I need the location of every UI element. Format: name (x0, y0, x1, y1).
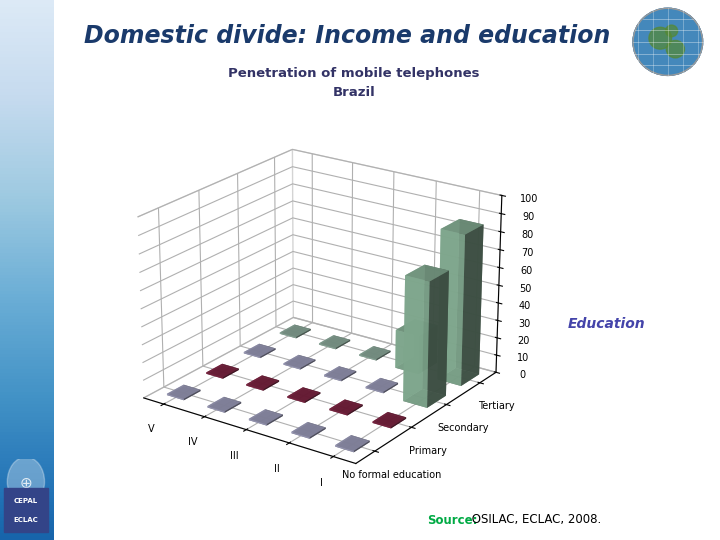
Circle shape (633, 8, 703, 76)
Text: Income quintiles: Income quintiles (174, 477, 303, 491)
Text: Domestic divide: Income and education: Domestic divide: Income and education (84, 24, 611, 48)
Text: Education: Education (568, 317, 646, 331)
Circle shape (633, 8, 703, 76)
Text: CEPAL: CEPAL (14, 497, 38, 504)
Text: ⊕: ⊕ (19, 476, 32, 491)
Text: Penetration of mobile telephones: Penetration of mobile telephones (228, 68, 480, 80)
Circle shape (666, 40, 685, 58)
Circle shape (7, 457, 45, 507)
Text: Brazil: Brazil (333, 86, 375, 99)
Circle shape (665, 25, 678, 37)
Text: OSILAC, ECLAC, 2008.: OSILAC, ECLAC, 2008. (468, 514, 601, 526)
Text: ECLAC: ECLAC (14, 517, 38, 523)
Circle shape (649, 27, 672, 49)
Text: Source:: Source: (427, 514, 477, 526)
